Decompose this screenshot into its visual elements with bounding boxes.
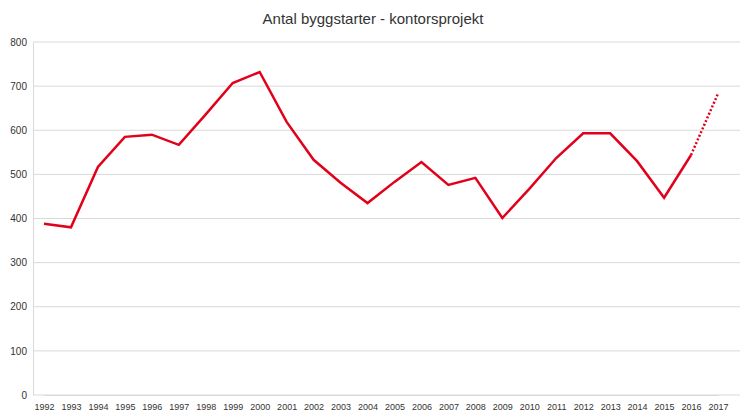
x-tick-label: 2007 (439, 402, 459, 412)
x-tick-label: 2008 (466, 402, 486, 412)
x-tick: 2007 (439, 395, 459, 412)
y-tick-label: 400 (10, 213, 27, 224)
x-tick-label: 1998 (196, 402, 216, 412)
x-tick: 2012 (574, 395, 594, 412)
grid-line (33, 174, 740, 175)
plot-area (44, 72, 718, 227)
x-tick: 2011 (547, 395, 566, 412)
x-tick-label: 1999 (223, 402, 243, 412)
x-tick-label: 2013 (601, 402, 621, 412)
x-tick: 2008 (466, 395, 486, 412)
x-tick-label: 1992 (34, 402, 54, 412)
x-tick-label: 2015 (655, 402, 675, 412)
grid-line (33, 218, 740, 219)
y-axis-line (33, 43, 34, 396)
x-tick: 2003 (331, 395, 351, 412)
line-series (691, 94, 718, 155)
y-tick: 500 (10, 169, 33, 180)
y-tick: 800 (10, 37, 33, 48)
grid-line (33, 86, 740, 87)
x-tick-label: 2009 (493, 402, 513, 412)
x-tick: 2013 (601, 395, 621, 412)
y-tick-label: 300 (10, 257, 27, 268)
x-tick: 1994 (88, 395, 108, 412)
x-tick: 2014 (628, 395, 648, 412)
x-tick-label: 2000 (250, 402, 270, 412)
x-tick: 1996 (142, 395, 162, 412)
y-tick: 600 (10, 125, 33, 136)
y-tick-label: 700 (10, 81, 27, 92)
grid (33, 42, 740, 395)
x-tick: 2010 (520, 395, 540, 412)
x-tick: 2002 (304, 395, 324, 412)
x-tick-label: 1997 (169, 402, 189, 412)
x-tick: 2005 (385, 395, 405, 412)
x-tick: 2015 (655, 395, 675, 412)
grid-line (33, 306, 740, 307)
line-series (44, 72, 691, 227)
x-tick: 2009 (493, 395, 513, 412)
y-tick-label: 600 (10, 125, 27, 136)
x-tick: 1992 (34, 395, 54, 412)
x-tick-label: 2017 (708, 402, 728, 412)
x-tick: 2017 (708, 395, 728, 412)
y-tick: 100 (10, 346, 33, 357)
y-tick-label: 800 (10, 37, 27, 48)
x-tick: 2016 (682, 395, 702, 412)
x-tick-label: 1995 (115, 402, 135, 412)
x-tick: 1998 (196, 395, 216, 412)
y-tick-label: 0 (21, 390, 27, 401)
x-tick: 1993 (61, 395, 81, 412)
y-axis: 0 100 200 300 400 500 600 700 800 (10, 37, 33, 401)
x-tick-label: 1996 (142, 402, 162, 412)
x-tick: 2004 (358, 395, 378, 412)
x-tick-label: 2014 (628, 402, 648, 412)
x-tick-label: 2012 (574, 402, 594, 412)
x-tick-label: 2011 (547, 402, 566, 412)
x-tick-label: 1993 (61, 402, 81, 412)
x-tick-label: 2002 (304, 402, 324, 412)
y-tick: 300 (10, 257, 33, 268)
grid-line (33, 130, 740, 131)
x-axis-line (45, 395, 719, 396)
x-tick: 2006 (412, 395, 432, 412)
x-tick: 1995 (115, 395, 135, 412)
x-tick-label: 2001 (277, 402, 297, 412)
x-tick: 2001 (277, 395, 297, 412)
x-tick-label: 2003 (331, 402, 351, 412)
y-tick: 700 (10, 81, 33, 92)
y-tick-label: 500 (10, 169, 27, 180)
x-tick-label: 2016 (682, 402, 702, 412)
grid-line (33, 350, 740, 351)
y-tick: 400 (10, 213, 33, 224)
x-tick: 2000 (250, 395, 270, 412)
y-tick: 0 (21, 390, 33, 401)
y-tick-label: 100 (10, 346, 27, 357)
x-tick: 1997 (169, 395, 189, 412)
y-tick-label: 200 (10, 301, 27, 312)
x-tick-label: 2006 (412, 402, 432, 412)
x-tick-label: 1994 (88, 402, 108, 412)
x-tick-label: 2005 (385, 402, 405, 412)
x-tick-label: 2004 (358, 402, 378, 412)
y-tick: 200 (10, 301, 33, 312)
x-tick-label: 2010 (520, 402, 540, 412)
grid-line (33, 395, 740, 396)
x-axis: 1992 1993 1994 1995 1996 1997 1998 1999 2000 2001… (34, 395, 728, 412)
grid-line (33, 42, 740, 43)
x-tick: 1999 (223, 395, 243, 412)
chart: Antal byggstarter - kontorsprojekt 0 100 20… (0, 0, 746, 419)
grid-line (33, 262, 740, 263)
title: Antal byggstarter - kontorsprojekt (263, 10, 485, 27)
